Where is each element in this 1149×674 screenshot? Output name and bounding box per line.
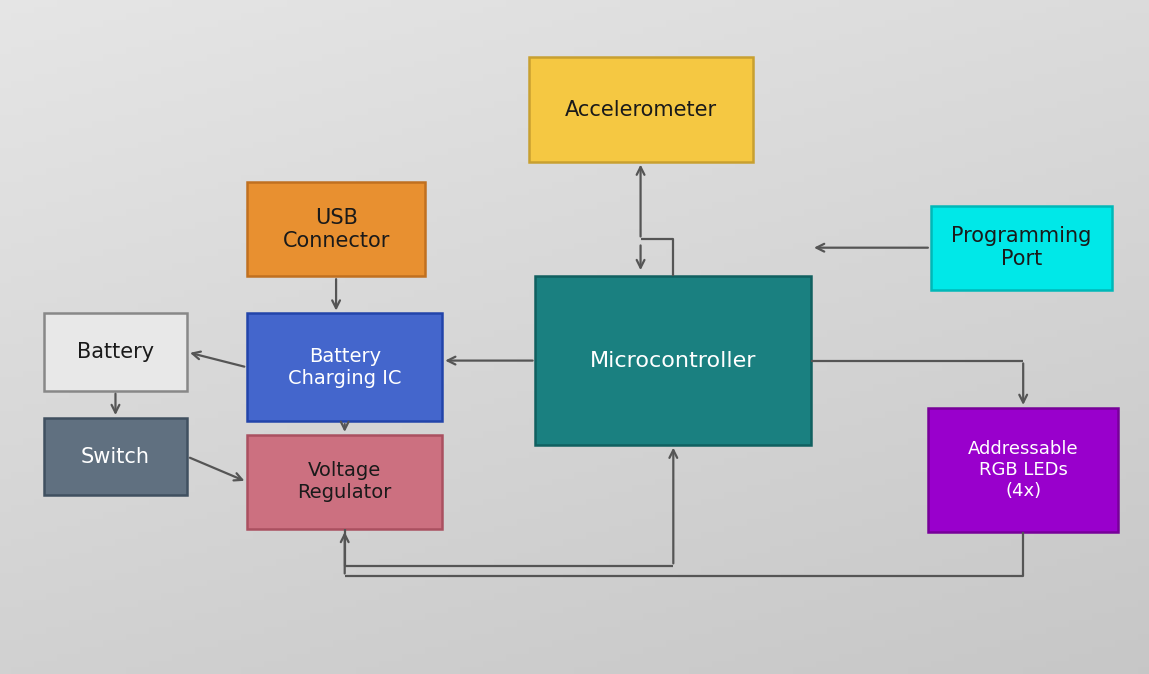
Bar <box>44 418 187 495</box>
Text: Battery
Charging IC: Battery Charging IC <box>288 347 401 388</box>
Bar <box>931 206 1112 290</box>
Bar <box>247 313 442 421</box>
Bar <box>535 276 811 445</box>
Text: Programming
Port: Programming Port <box>951 226 1092 270</box>
Text: Voltage
Regulator: Voltage Regulator <box>298 462 392 502</box>
Bar <box>247 182 425 276</box>
Bar <box>44 313 187 391</box>
Text: USB
Connector: USB Connector <box>283 208 390 251</box>
Text: Accelerometer: Accelerometer <box>564 100 717 119</box>
Text: Switch: Switch <box>80 447 151 466</box>
Bar <box>529 57 753 162</box>
Bar <box>928 408 1118 532</box>
Text: Microcontroller: Microcontroller <box>591 350 756 371</box>
Text: Battery: Battery <box>77 342 154 362</box>
Text: Addressable
RGB LEDs
(4x): Addressable RGB LEDs (4x) <box>967 440 1079 500</box>
Bar <box>247 435 442 529</box>
